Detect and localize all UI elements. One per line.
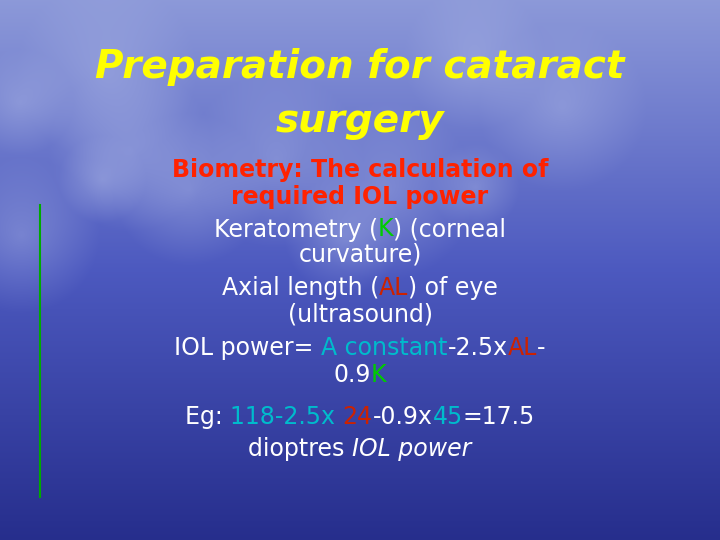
Text: (ultrasound): (ultrasound)	[287, 302, 433, 326]
Text: AL: AL	[379, 276, 408, 300]
Text: 118-2.5x: 118-2.5x	[230, 405, 343, 429]
Text: curvature): curvature)	[298, 243, 422, 267]
Text: -0.9x: -0.9x	[373, 405, 433, 429]
Text: K: K	[378, 218, 393, 241]
Text: Eg:: Eg:	[185, 405, 230, 429]
Text: K: K	[371, 363, 387, 387]
Text: ) (corneal: ) (corneal	[393, 218, 506, 241]
Text: AL: AL	[508, 336, 537, 360]
Text: Axial length (: Axial length (	[222, 276, 379, 300]
Text: IOL power: IOL power	[352, 437, 472, 461]
Text: ) of eye: ) of eye	[408, 276, 498, 300]
Text: 45: 45	[433, 405, 463, 429]
Text: required IOL power: required IOL power	[231, 185, 489, 209]
Text: 0.9: 0.9	[333, 363, 371, 387]
Text: -2.5x: -2.5x	[448, 336, 508, 360]
Text: dioptres: dioptres	[248, 437, 352, 461]
Text: -: -	[537, 336, 546, 360]
Text: Preparation for cataract: Preparation for cataract	[95, 49, 625, 86]
Text: =17.5: =17.5	[463, 405, 535, 429]
Text: IOL power=: IOL power=	[174, 336, 321, 360]
Text: Biometry: The calculation of: Biometry: The calculation of	[172, 158, 548, 182]
Text: Keratometry (: Keratometry (	[214, 218, 378, 241]
Text: surgery: surgery	[276, 103, 444, 140]
Text: 24: 24	[343, 405, 373, 429]
Text: A constant: A constant	[321, 336, 448, 360]
